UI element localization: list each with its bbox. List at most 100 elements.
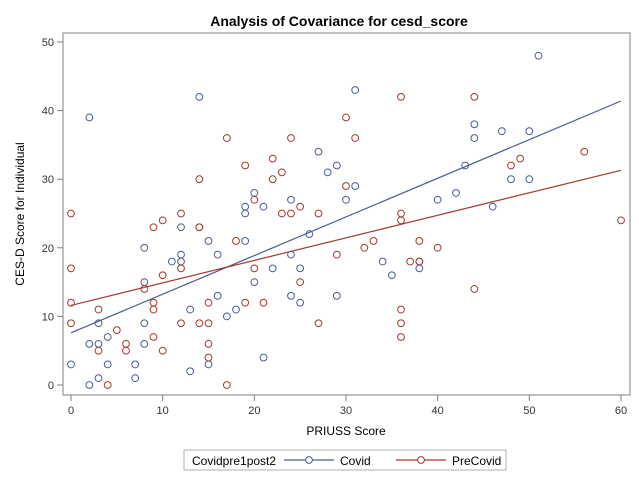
y-tick-label: 20 xyxy=(42,243,54,255)
point-precovid xyxy=(406,257,415,266)
x-tick-label: 30 xyxy=(340,405,352,417)
point-precovid xyxy=(67,298,75,307)
point-precovid xyxy=(158,346,167,355)
point-covid xyxy=(433,195,442,204)
point-covid xyxy=(213,250,222,259)
point-precovid xyxy=(67,209,75,218)
point-covid xyxy=(314,147,323,156)
point-covid xyxy=(94,374,103,383)
point-precovid xyxy=(259,298,268,307)
point-precovid xyxy=(204,319,213,328)
legend-marker-covid xyxy=(305,456,313,464)
point-covid xyxy=(323,168,332,177)
x-tick-label: 10 xyxy=(157,405,169,417)
point-covid xyxy=(378,257,387,266)
point-precovid xyxy=(222,381,231,389)
point-precovid xyxy=(149,305,158,314)
point-covid xyxy=(525,127,534,136)
point-precovid xyxy=(222,134,231,142)
point-covid xyxy=(287,291,295,300)
point-covid xyxy=(140,243,149,252)
chart-title: Analysis of Covariance for cesd_score xyxy=(210,13,468,29)
point-precovid xyxy=(204,298,213,307)
fit-line-covid xyxy=(70,100,622,334)
point-precovid xyxy=(397,305,405,314)
x-axis: 0 10 20 30 40 50 60 xyxy=(68,395,627,417)
point-covid xyxy=(140,319,149,328)
point-covid xyxy=(305,230,314,238)
point-precovid xyxy=(415,257,424,266)
point-precovid xyxy=(470,92,479,101)
point-precovid xyxy=(112,326,121,335)
point-covid xyxy=(268,264,277,273)
y-tick-label: 40 xyxy=(42,106,54,118)
y-tick-label: 10 xyxy=(42,311,54,323)
point-covid xyxy=(167,257,176,266)
point-covid xyxy=(296,298,305,307)
point-covid xyxy=(222,312,231,321)
point-precovid xyxy=(332,250,341,259)
point-covid xyxy=(250,278,259,287)
point-covid xyxy=(332,161,341,170)
point-precovid xyxy=(342,182,350,190)
point-precovid xyxy=(415,237,424,245)
point-covid xyxy=(534,51,543,60)
point-precovid xyxy=(277,209,286,218)
y-axis: 0 10 20 30 40 50 xyxy=(42,37,63,392)
point-precovid xyxy=(67,319,75,328)
point-covid xyxy=(497,127,506,136)
point-precovid xyxy=(177,264,185,273)
point-precovid xyxy=(369,237,378,245)
point-precovid xyxy=(342,113,350,122)
point-covid xyxy=(488,202,497,211)
point-covid xyxy=(85,381,94,389)
legend-marker-precovid xyxy=(417,456,425,464)
point-precovid xyxy=(177,319,185,328)
point-precovid xyxy=(617,216,625,225)
point-covid xyxy=(507,175,515,184)
point-covid xyxy=(241,237,250,245)
point-covid xyxy=(103,360,112,369)
point-covid xyxy=(525,175,534,184)
point-precovid xyxy=(241,161,250,170)
point-precovid xyxy=(314,319,323,328)
y-axis-label: CES-D Score for Individual xyxy=(13,142,27,285)
point-precovid xyxy=(287,134,295,142)
point-precovid xyxy=(195,175,204,184)
data-points xyxy=(67,51,625,389)
point-precovid xyxy=(397,333,405,341)
point-precovid xyxy=(204,339,213,348)
point-covid xyxy=(470,120,479,129)
point-precovid xyxy=(103,381,112,389)
x-tick-label: 40 xyxy=(432,405,444,417)
point-precovid xyxy=(195,223,204,232)
point-precovid xyxy=(94,346,103,355)
point-covid xyxy=(241,202,250,211)
point-covid xyxy=(67,360,75,369)
point-precovid xyxy=(177,209,185,218)
point-precovid xyxy=(580,147,589,156)
x-tick-label: 60 xyxy=(615,405,627,417)
point-covid xyxy=(186,305,195,314)
point-covid xyxy=(131,374,140,383)
point-covid xyxy=(177,223,185,232)
point-covid xyxy=(287,195,295,204)
point-precovid xyxy=(433,243,442,252)
fit-lines xyxy=(70,100,622,334)
point-precovid xyxy=(94,305,103,314)
point-precovid xyxy=(397,319,405,328)
point-covid xyxy=(296,264,305,273)
fit-line-precovid xyxy=(70,169,622,307)
point-precovid xyxy=(67,264,75,273)
point-precovid xyxy=(204,353,213,362)
point-covid xyxy=(213,291,222,300)
point-precovid xyxy=(268,154,277,163)
point-covid xyxy=(103,333,112,341)
point-precovid xyxy=(122,339,130,348)
point-covid xyxy=(351,182,360,190)
point-precovid xyxy=(158,271,167,280)
point-precovid xyxy=(507,161,515,170)
point-covid xyxy=(204,237,213,245)
point-precovid xyxy=(250,195,259,204)
